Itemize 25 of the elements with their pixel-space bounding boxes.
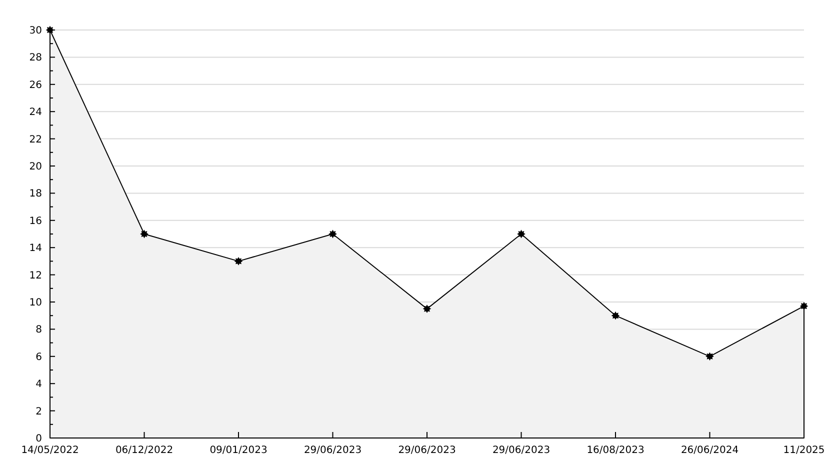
- y-tick-label: 4: [36, 379, 42, 390]
- y-tick-label: 10: [29, 298, 42, 308]
- y-tick-label: 12: [29, 270, 42, 282]
- x-tick-label: 16/08/2023: [586, 445, 644, 456]
- x-tick-label: 29/06/2023: [304, 445, 362, 456]
- y-tick-label: 2: [36, 406, 42, 418]
- y-tick-label: 6: [36, 352, 42, 363]
- y-tick-label: 24: [29, 107, 42, 118]
- x-tick-label: 29/06/2023: [398, 445, 456, 456]
- x-tick-label: 06/12/2022: [115, 445, 174, 456]
- y-tick-label: 26: [29, 80, 42, 91]
- y-tick-label: 8: [36, 324, 42, 336]
- x-tick-label: 11/2025: [783, 445, 825, 456]
- y-tick-label: 14: [29, 243, 42, 254]
- x-tick-label: 29/06/2023: [492, 445, 550, 456]
- y-tick-label: 20: [29, 162, 42, 172]
- x-tick-label: 14/05/2022: [21, 445, 79, 456]
- y-tick-label: 22: [29, 134, 42, 146]
- y-tick-label: 18: [29, 188, 42, 200]
- y-tick-label: 30: [29, 26, 42, 36]
- x-tick-label: 09/01/2023: [210, 445, 268, 456]
- y-tick-label: 0: [36, 434, 42, 444]
- y-tick-label: 28: [29, 52, 42, 64]
- y-tick-label: 16: [29, 216, 42, 227]
- x-tick-label: 26/06/2024: [680, 445, 739, 456]
